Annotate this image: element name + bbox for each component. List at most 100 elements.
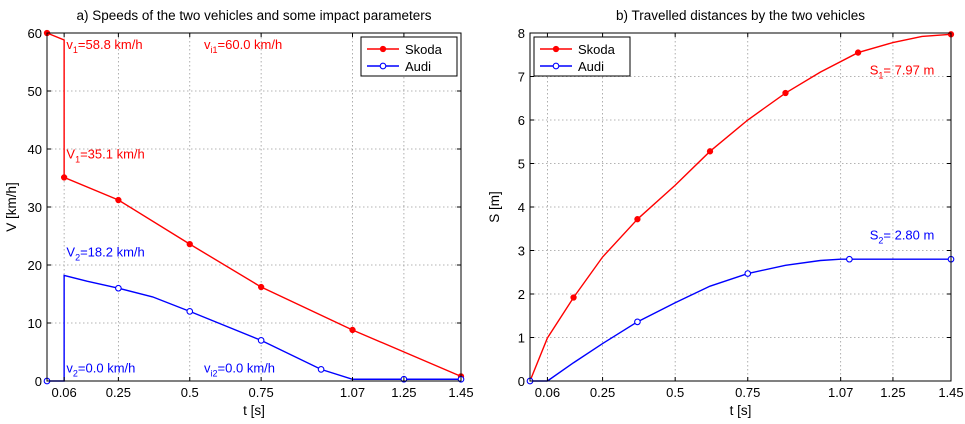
legend-marker-audi [552,62,560,70]
data-point-skoda [706,148,714,155]
data-point-skoda [60,174,68,181]
annotation-value: =58.8 km/h [78,37,143,52]
series-line-audi [47,274,461,382]
chart-speeds: v1=58.8 km/h vi1=60.0 km/hV1=35.1 km/hV2=… [4,8,474,418]
series-line-skoda [529,33,952,382]
series-line-skoda [46,32,462,378]
annotation-main: v [204,37,211,52]
x-tick-label: 0.25 [590,385,615,400]
annotation-label: S2= 2.80 m [870,228,935,246]
annotation-value: = 2.80 m [883,228,934,243]
y-tick-label: 10 [28,316,42,331]
y-axis-label: S [m] [487,191,502,223]
x-tick-label: 0.75 [735,385,760,400]
legend: Skoda Audi [360,36,458,77]
x-tick-label: 1.25 [391,385,416,400]
annotation-subscript: 2 [75,252,80,262]
data-point-skoda [115,196,122,204]
data-point-audi [317,366,325,373]
x-tick-label: 0.5 [181,385,199,400]
annotation-subscript: 2 [73,368,78,378]
y-tick-label: 8 [518,26,525,41]
plot-area [530,33,951,381]
y-tick-label: 60 [28,26,42,41]
annotation-label: vi2=0.0 km/h [204,360,275,378]
legend-marker-skoda [552,45,560,53]
legend-box [360,36,458,77]
x-tick-label: 1.45 [938,385,963,400]
annotation-value: =0.0 km/h [218,360,275,375]
y-tick-label: 40 [28,142,42,157]
data-point-audi [634,318,641,326]
data-point-audi [846,255,853,263]
y-tick-label: 6 [518,113,525,128]
legend-label-audi: Audi [578,59,604,74]
annotation-subscript: 2 [878,236,883,246]
x-axis-label: t [s] [730,403,752,418]
annotation-main: S [870,62,879,77]
x-tick-label: 1.07 [340,385,365,400]
y-axis-label: V [km/h] [4,182,19,232]
annotation-value: =18.2 km/h [80,244,145,259]
annotation-main: v [66,37,73,52]
data-point-skoda [782,89,789,97]
annotation-value: =35.1 km/h [80,146,145,161]
annotation-main: v [66,360,73,375]
chart-title: a) Speeds of the two vehicles and some i… [77,8,432,23]
x-tick-label: 0.06 [535,385,560,400]
legend-label-audi: Audi [405,59,431,74]
series-line-audi [530,258,951,382]
annotation-label: v2=0.0 km/h [66,360,135,378]
data-point-skoda [349,326,356,334]
x-tick-label: 0.5 [666,385,684,400]
legend-label-skoda: Skoda [578,42,616,57]
data-point-skoda [570,294,577,301]
annotation-label: V2=18.2 km/h [66,244,144,262]
annotation-label: V1=35.1 km/h [66,146,144,164]
legend-marker-skoda [379,45,387,53]
annotation-main: V [66,244,75,259]
data-point-audi [186,308,194,315]
annotation-subscript: 1 [878,70,883,80]
x-tick-label: 1.07 [828,385,853,400]
x-tick-label: 0.75 [248,385,273,400]
x-tick-label: 1.25 [880,385,905,400]
y-tick-label: 2 [518,287,525,302]
legend-box [533,36,631,77]
y-tick-label: 7 [518,70,525,85]
y-tick-label: 0 [518,374,525,389]
annotation-subscript: 1 [75,154,80,164]
annotation-label: v1=58.8 km/h [66,37,142,55]
annotation-value: =60.0 km/h [218,37,283,52]
y-tick-label: 5 [518,157,525,172]
y-tick-label: 30 [28,200,42,215]
data-point-audi [744,270,752,277]
annotation-value: = 7.97 m [883,62,934,77]
legend-label-skoda: Skoda [405,42,443,57]
data-point-skoda [854,49,862,56]
plot-area [47,33,461,381]
data-point-skoda [634,216,641,223]
annotation-subscript: i2 [211,368,218,378]
data-point-audi [257,337,265,344]
y-tick-label: 20 [28,258,42,273]
y-tick-label: 4 [518,200,525,215]
legend: Skoda Audi [533,36,631,77]
data-point-audi [115,284,122,292]
x-tick-label: 0.06 [51,385,76,400]
annotation-label: S1= 7.97 m [870,62,935,80]
x-tick-label: 1.45 [448,385,473,400]
annotation-main: S [870,228,879,243]
y-tick-label: 0 [35,374,42,389]
annotation-subscript: 1 [73,45,78,55]
legend-marker-audi [379,62,387,70]
annotation-subscript: i1 [211,45,218,55]
data-point-skoda [186,240,193,248]
data-point-skoda [257,283,265,291]
y-tick-label: 50 [28,84,42,99]
annotation-label: vi1=60.0 km/h [204,37,282,55]
annotation-main: V [66,146,75,161]
y-tick-label: 1 [518,331,525,346]
chart-title: b) Travelled distances by the two vehicl… [616,8,865,23]
